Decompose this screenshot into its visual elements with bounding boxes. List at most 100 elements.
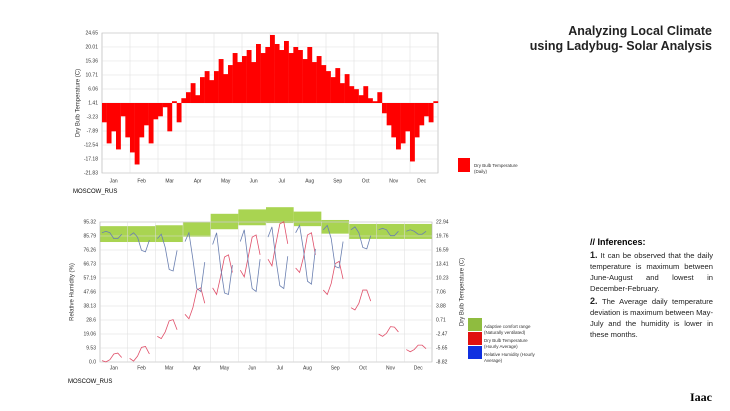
x-tick-label: Dec: [417, 178, 426, 184]
bar: [340, 83, 345, 103]
comfort-band: [127, 226, 156, 243]
bar: [382, 103, 387, 114]
bar: [363, 86, 369, 103]
bar: [167, 103, 173, 132]
bar: [232, 53, 238, 103]
x-tick-label: Jun: [250, 178, 258, 184]
bar: [246, 50, 252, 103]
x-tick-label: Aug: [305, 178, 314, 184]
bar: [344, 74, 350, 103]
bar: [419, 103, 425, 126]
bar: [377, 92, 383, 103]
bar: [433, 101, 439, 103]
bar: [321, 65, 327, 103]
x-tick-label: Jul: [277, 365, 283, 371]
y-axis-label: Relative Humidity (%): [70, 263, 76, 321]
tick-label: 19.06: [83, 331, 96, 337]
tick-label: -12.54: [84, 142, 98, 148]
tick-label: 1.41: [88, 100, 98, 106]
bar: [181, 98, 187, 103]
bar: [190, 83, 196, 103]
bar: [130, 103, 135, 153]
tick-label: 28.6: [86, 317, 96, 323]
tick-label: -7.89: [87, 128, 99, 134]
legend-label: Dry Bulb Temperature (Daily): [474, 163, 518, 174]
tick-label: 10.71: [85, 72, 98, 78]
bar: [298, 50, 303, 103]
bar: [144, 103, 149, 126]
tick-label: 57.19: [83, 275, 96, 281]
tick-label: 66.73: [83, 261, 96, 267]
x-tick-label: Dec: [414, 365, 423, 371]
tick-label: 9.53: [86, 345, 96, 351]
bar: [158, 103, 163, 117]
bar: [195, 95, 201, 103]
legend-label: Relative Humidity (Hourly Average): [484, 352, 535, 363]
bar: [237, 62, 243, 103]
inference-number: 1.: [590, 250, 598, 260]
bar: [148, 103, 154, 144]
bar: [270, 34, 275, 103]
tick-label: 6.06: [88, 86, 98, 92]
tick-label: -3.23: [87, 114, 99, 120]
logo: Iaac: [690, 390, 712, 404]
bar: [428, 103, 434, 123]
bar: [120, 103, 126, 117]
bar: [176, 103, 182, 123]
inference-number: 2.: [590, 296, 598, 306]
x-tick-label: Sep: [333, 178, 342, 184]
legend-swatch: [458, 158, 470, 172]
legend-label: Dry Bulb Temperature (Hourly Average): [484, 338, 528, 349]
comfort-band: [100, 226, 128, 243]
bar: [391, 103, 397, 138]
bar: [410, 103, 415, 162]
tick-label: -5.65: [436, 345, 448, 351]
bar: [204, 71, 210, 103]
bar: [316, 56, 322, 103]
title-line: using Ladybug- Solar Analysis: [529, 39, 712, 53]
bar: [354, 89, 359, 103]
tick-label: -21.83: [84, 170, 98, 176]
tick-label: -8.82: [436, 359, 448, 365]
tick-label: 10.23: [436, 275, 449, 281]
bar: [307, 47, 313, 103]
bar: [372, 101, 378, 103]
bar: [326, 71, 331, 103]
x-tick-label: Jan: [110, 178, 118, 184]
tick-label: 13.41: [436, 261, 449, 267]
bar: [209, 80, 215, 103]
x-tick-label: Mar: [165, 178, 174, 184]
y-axis-label: Dry Bulb Temperature (C): [76, 69, 82, 137]
legend-swatch: [468, 318, 482, 331]
x-tick-label: Jul: [278, 178, 284, 184]
tick-label: 0.0: [89, 359, 96, 365]
bar: [368, 98, 373, 103]
bar: [172, 101, 177, 103]
bar: [349, 86, 355, 103]
comfort-band: [404, 223, 432, 239]
x-tick-label: Feb: [137, 365, 146, 371]
series-line: [101, 224, 427, 295]
bar: [228, 65, 233, 103]
x-tick-label: May: [221, 178, 231, 184]
x-tick-label: Nov: [389, 178, 398, 184]
tick-label: 16.59: [436, 247, 449, 253]
tick-label: -2.47: [436, 331, 448, 337]
bar: [302, 59, 308, 103]
bar: [106, 103, 112, 144]
bar: [153, 103, 159, 120]
inference: 1. It can be observed that the daily tem…: [590, 250, 713, 294]
bar: [386, 103, 392, 126]
x-tick-label: May: [220, 365, 230, 371]
series-line: [101, 221, 427, 363]
x-tick-label: Apr: [194, 178, 202, 184]
comfort-band: [376, 223, 405, 239]
legend-swatch: [468, 332, 482, 345]
comfort-band: [238, 209, 266, 226]
comfort-band: [183, 222, 211, 237]
bar: [125, 103, 131, 138]
bar: [265, 47, 271, 103]
x-tick-label: Apr: [193, 365, 201, 371]
bar: [279, 50, 285, 103]
